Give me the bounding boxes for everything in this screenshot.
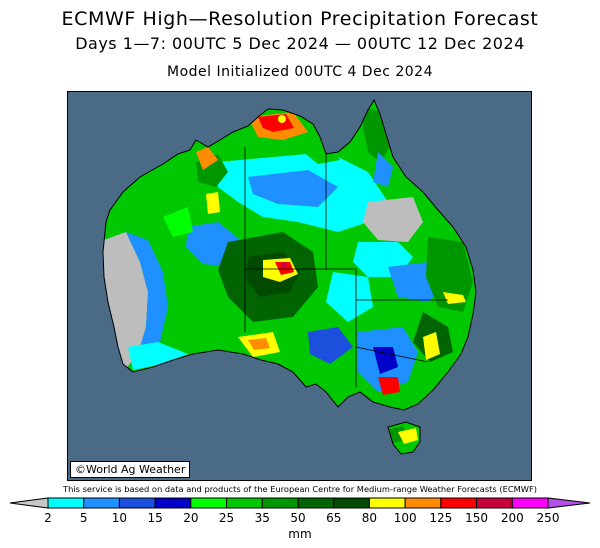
colorbar-swatch xyxy=(226,497,263,509)
precipitation-map: ©World Ag Weather xyxy=(67,91,532,481)
colorbar-tick-label: 125 xyxy=(429,511,452,525)
colorbar-tick-label: 150 xyxy=(465,511,488,525)
colorbar-unit: mm xyxy=(288,527,312,541)
colorbar: 2 5 10 15 20 25 35 50 65 80 100 125 150 200 250 xyxy=(9,497,591,525)
colorbar-swatch xyxy=(47,497,85,509)
colorbar-swatch xyxy=(297,497,335,509)
colorbar-tick-label: 5 xyxy=(80,511,88,525)
colorbar-tick-label: 2 xyxy=(44,511,52,525)
colorbar-tick-label: 80 xyxy=(362,511,377,525)
colorbar-tick-label: 100 xyxy=(394,511,417,525)
map-credit: ©World Ag Weather xyxy=(70,461,191,478)
colorbar-tick-label: 15 xyxy=(148,511,163,525)
colorbar-swatch xyxy=(83,497,120,509)
colorbar-under-arrow xyxy=(9,497,49,509)
colorbar-swatch xyxy=(333,497,370,509)
colorbar-tick-label: 50 xyxy=(290,511,305,525)
colorbar-tick-label: 200 xyxy=(501,511,524,525)
colorbar-swatch xyxy=(118,497,156,509)
colorbar-swatch xyxy=(511,497,549,509)
colorbar-swatch xyxy=(190,497,228,509)
colorbar-tick-label: 35 xyxy=(255,511,270,525)
chart-title: ECMWF High—Resolution Precipitation Fore… xyxy=(61,8,539,30)
forecast-period: Days 1—7: 00UTC 5 Dec 2024 — 00UTC 12 De… xyxy=(75,34,525,53)
colorbar-over-arrow xyxy=(547,497,591,509)
colorbar-swatch xyxy=(261,497,299,509)
ecmwf-disclaimer: This service is based on data and produc… xyxy=(63,484,537,494)
colorbar-swatch xyxy=(476,497,513,509)
colorbar-swatch xyxy=(404,497,442,509)
colorbar-tick-label: 10 xyxy=(112,511,127,525)
colorbar-swatch xyxy=(368,497,406,509)
colorbar-swatch xyxy=(440,497,478,509)
map-svg xyxy=(68,92,531,480)
state-borders xyxy=(244,147,448,387)
colorbar-tick-label: 250 xyxy=(537,511,560,525)
colorbar-swatch xyxy=(154,497,192,509)
colorbar-tick-label: 65 xyxy=(326,511,341,525)
model-init-time: Model Initialized 00UTC 4 Dec 2024 xyxy=(167,64,433,80)
colorbar-tick-label: 20 xyxy=(183,511,198,525)
colorbar-tick-label: 25 xyxy=(219,511,234,525)
